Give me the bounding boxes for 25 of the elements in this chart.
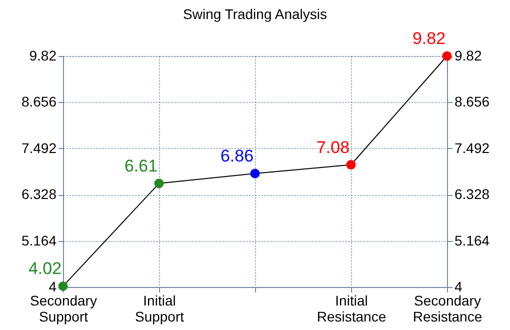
y2-tick-label: 6.328 bbox=[454, 186, 490, 202]
x-tick-label: Initial Support bbox=[134, 292, 184, 324]
y-tick-label: 4 bbox=[48, 278, 57, 294]
data-label: 6.61 bbox=[124, 156, 158, 176]
data-label: 7.08 bbox=[316, 138, 350, 157]
y2-tick-label: 9.82 bbox=[454, 48, 482, 64]
y-tick-label: 6.328 bbox=[21, 186, 57, 202]
point bbox=[346, 160, 356, 170]
x-tick-label: Secondary Support bbox=[30, 292, 97, 324]
point bbox=[154, 178, 164, 188]
data-label: 6.86 bbox=[220, 146, 254, 166]
y-tick-label: 7.492 bbox=[21, 140, 57, 156]
point bbox=[250, 168, 260, 178]
y2-tick-label: 7.492 bbox=[454, 140, 490, 156]
y2-tick-label: 4 bbox=[454, 278, 462, 294]
data-label: 9.82 bbox=[412, 29, 446, 48]
chart-title: Swing Trading Analysis bbox=[183, 6, 327, 22]
y-tick-label: 8.656 bbox=[21, 94, 57, 110]
x-tick-label: Initial Resistance bbox=[316, 292, 386, 324]
y2-tick-label: 8.656 bbox=[454, 94, 490, 110]
y2-tick-label: 5.164 bbox=[454, 232, 490, 248]
x-tick-label: Secondary Resistance bbox=[412, 292, 482, 324]
y-tick-label: 5.164 bbox=[21, 232, 57, 248]
y-tick-label: 9.82 bbox=[29, 48, 57, 64]
data-label: 4.02 bbox=[28, 259, 62, 278]
